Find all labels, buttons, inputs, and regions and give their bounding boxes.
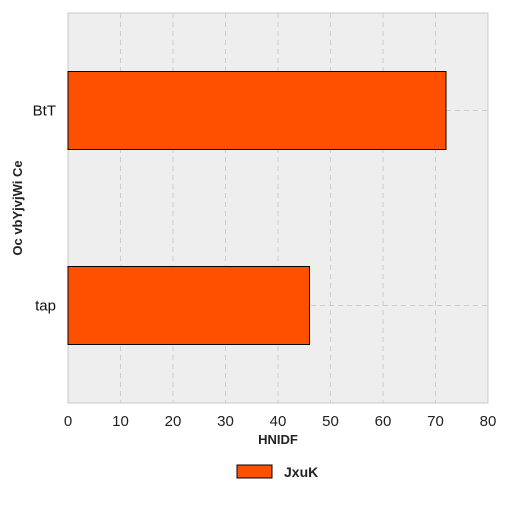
bars xyxy=(67,71,447,345)
y-axis-title: Oc vbYjvjWi Ce xyxy=(10,160,25,255)
x-tick-label: 60 xyxy=(375,413,392,430)
x-tick-label: 30 xyxy=(217,413,234,430)
y-axis-categories: BtT tap xyxy=(33,103,56,315)
x-axis-ticks: 0 10 20 30 40 50 60 70 80 xyxy=(64,413,497,430)
legend: JxuK xyxy=(236,464,318,480)
x-tick-label: 80 xyxy=(480,413,497,430)
y-category-label: tap xyxy=(35,298,56,315)
x-axis-title: HNIDF xyxy=(258,432,298,447)
x-tick-label: 70 xyxy=(427,413,444,430)
bar xyxy=(67,71,447,150)
legend-label: JxuK xyxy=(284,464,318,480)
bar xyxy=(67,266,310,345)
x-tick-label: 40 xyxy=(270,413,287,430)
x-tick-label: 10 xyxy=(112,413,129,430)
x-tick-label: 20 xyxy=(165,413,182,430)
y-category-label: BtT xyxy=(33,103,56,120)
x-tick-label: 0 xyxy=(64,413,72,430)
x-tick-label: 50 xyxy=(322,413,339,430)
legend-swatch xyxy=(236,464,273,479)
